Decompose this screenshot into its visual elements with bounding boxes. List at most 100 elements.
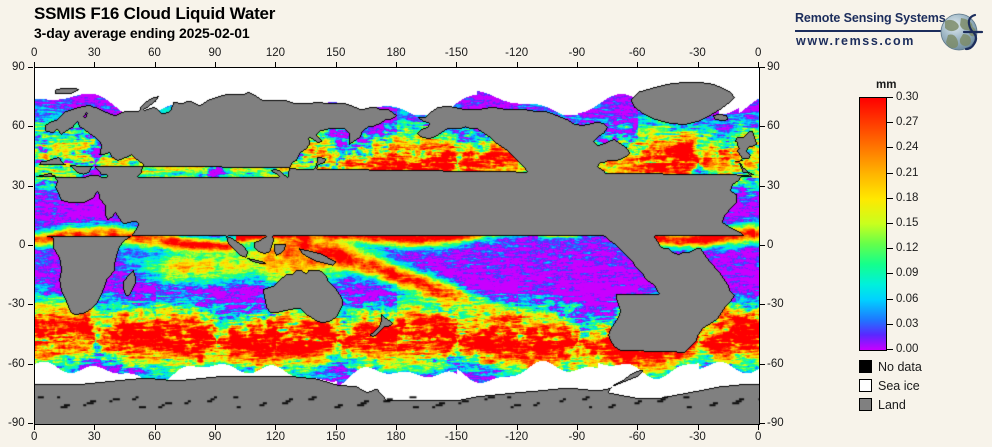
colorbar-tick xyxy=(886,147,893,148)
x-axis-tick xyxy=(697,62,699,67)
x-axis-label: -150 xyxy=(444,431,468,443)
colorbar-tick xyxy=(886,173,893,174)
legend-swatch xyxy=(859,360,872,373)
colorbar-tick-label: 0.09 xyxy=(896,267,919,279)
colorbar-tick-label: 0.12 xyxy=(896,242,919,254)
x-axis-label: -150 xyxy=(444,47,468,59)
x-axis-tick xyxy=(34,425,35,430)
y-axis-tick xyxy=(28,67,33,68)
x-axis-label: 120 xyxy=(265,431,286,443)
y-axis-tick xyxy=(760,126,765,128)
x-axis-tick xyxy=(396,425,397,430)
x-axis-tick xyxy=(275,62,277,67)
x-axis-label: 90 xyxy=(208,47,222,59)
x-axis-tick xyxy=(577,425,578,430)
colorbar-tick-label: 0.27 xyxy=(896,116,919,128)
colorbar-tick xyxy=(886,198,893,199)
legend-item: No data xyxy=(859,358,922,375)
x-axis-label: -120 xyxy=(505,431,529,443)
colorbar-tick xyxy=(886,349,893,350)
x-axis-tick xyxy=(516,425,518,430)
colorbar-tick xyxy=(886,273,893,274)
x-axis-tick xyxy=(275,425,277,430)
logo-website: www.remss.com xyxy=(796,34,915,48)
x-axis-label: 0 xyxy=(31,47,38,59)
y-axis-tick xyxy=(760,245,765,246)
y-axis-label: 60 xyxy=(12,120,25,133)
y-axis-label: -60 xyxy=(767,357,784,370)
y-axis-label: 60 xyxy=(767,120,780,133)
y-axis-tick xyxy=(760,304,765,306)
legend-label: Land xyxy=(878,397,906,412)
colorbar-tick-label: 0.21 xyxy=(896,167,919,179)
x-axis-label: 180 xyxy=(386,47,406,59)
y-axis-label: 30 xyxy=(767,179,780,192)
x-axis-label: 180 xyxy=(386,431,406,443)
colorbar-tick-label: 0.24 xyxy=(896,141,919,153)
y-axis-label: 90 xyxy=(767,61,780,73)
globe-icon xyxy=(940,13,984,51)
y-axis-tick xyxy=(28,363,33,365)
x-axis-tick xyxy=(154,425,156,430)
x-axis-tick xyxy=(154,62,156,67)
y-axis-label: -30 xyxy=(8,298,25,311)
y-axis-label: 90 xyxy=(12,61,25,73)
y-axis-label: -90 xyxy=(8,417,25,429)
y-axis-label: -90 xyxy=(767,417,784,429)
x-axis-tick xyxy=(34,62,35,67)
legend-label: No data xyxy=(878,359,922,374)
colorbar-tick xyxy=(886,324,893,325)
y-axis-tick xyxy=(760,185,765,187)
x-axis-tick xyxy=(335,425,337,430)
x-axis-label: 0 xyxy=(755,47,762,59)
world-map[interactable] xyxy=(34,67,760,425)
page-title: SSMIS F16 Cloud Liquid Water xyxy=(34,4,276,23)
y-axis-label: 0 xyxy=(767,239,774,251)
y-axis-label: 30 xyxy=(12,179,25,192)
colorbar-tick-label: 0.06 xyxy=(896,293,919,305)
colorbar-tick xyxy=(886,299,893,300)
x-axis-label: 60 xyxy=(148,47,161,59)
colorbar-tick-label: 0.03 xyxy=(896,318,919,330)
logo-divider xyxy=(795,30,947,32)
x-axis-label: 0 xyxy=(31,431,38,443)
logo-organization: Remote Sensing Systems xyxy=(795,11,946,25)
remss-logo[interactable]: Remote Sensing Systems www.remss.com xyxy=(795,9,985,55)
y-axis-tick xyxy=(28,423,33,424)
x-axis-label: -60 xyxy=(628,431,646,443)
x-axis-label: 0 xyxy=(755,431,762,443)
colorbar[interactable] xyxy=(859,97,887,351)
x-axis-label: 150 xyxy=(326,431,346,443)
x-axis-label: -90 xyxy=(568,431,586,443)
colorbar-tick xyxy=(886,97,893,98)
x-axis-tick xyxy=(637,425,639,430)
colorbar-tick xyxy=(886,223,893,224)
colorbar-tick-label: 0.30 xyxy=(896,91,919,103)
y-axis-label: -60 xyxy=(8,357,25,370)
y-axis-tick xyxy=(760,363,765,365)
x-axis-label: -90 xyxy=(568,47,586,59)
page-subtitle: 3-day average ending 2025-02-01 xyxy=(34,25,250,41)
title-block: SSMIS F16 Cloud Liquid Water 3-day avera… xyxy=(34,4,275,42)
x-axis-tick xyxy=(697,425,699,430)
legend-swatch xyxy=(859,379,872,392)
x-axis-tick xyxy=(215,425,216,430)
x-axis-label: 150 xyxy=(326,47,346,59)
y-axis-tick xyxy=(28,126,33,128)
y-axis-label: -30 xyxy=(767,298,784,311)
map-legend: No data Sea ice Land xyxy=(859,358,922,415)
colorbar-tick-label: 0.18 xyxy=(896,192,919,204)
y-axis-tick xyxy=(760,423,765,424)
y-axis-tick xyxy=(760,67,765,68)
y-axis-tick xyxy=(28,185,33,187)
x-axis-tick xyxy=(577,62,578,67)
y-axis-label: 0 xyxy=(19,239,26,251)
x-axis-label: -30 xyxy=(689,47,706,59)
colorbar-tick-label: 0.00 xyxy=(896,343,919,355)
map-data-layer xyxy=(35,68,759,424)
x-axis-label: 60 xyxy=(148,431,161,443)
x-axis-tick xyxy=(335,62,337,67)
x-axis-tick xyxy=(215,62,216,67)
x-axis-label: 90 xyxy=(208,431,222,443)
x-axis-tick xyxy=(758,62,759,67)
